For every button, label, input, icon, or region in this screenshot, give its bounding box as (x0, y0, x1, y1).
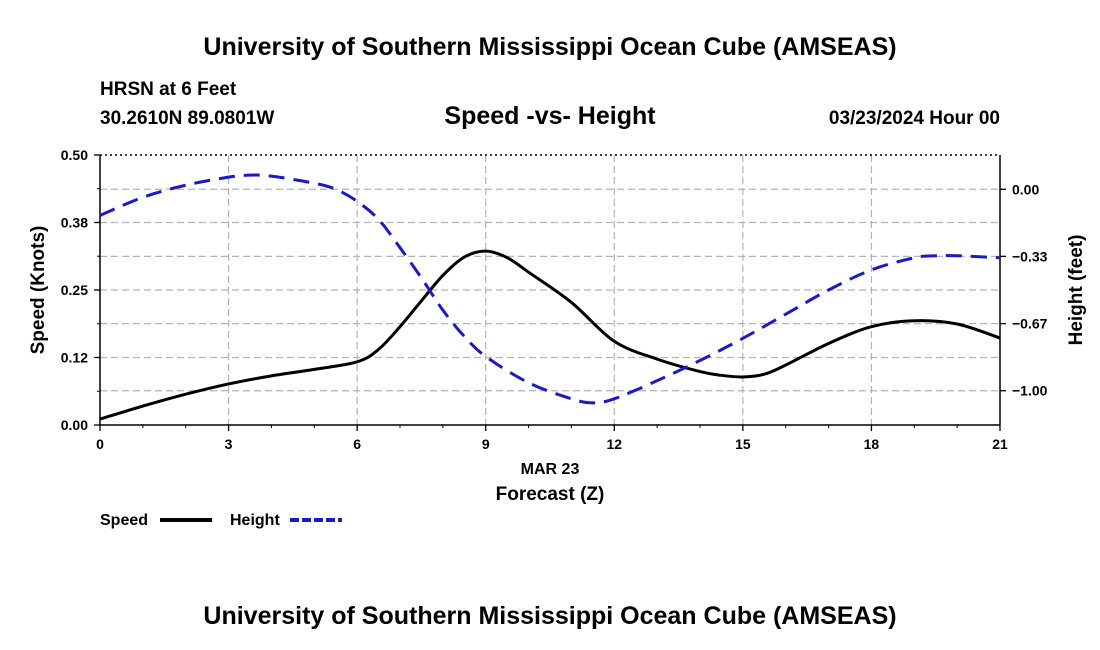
y-right-tick-label: −1.00 (1012, 383, 1048, 399)
y-left-tick-label: 0.38 (61, 215, 88, 231)
y-axis-label-right: Height (feet) (1066, 235, 1087, 346)
y-right-tick-label: 0.00 (1012, 181, 1039, 197)
x-axis-label: Forecast (Z) (496, 484, 605, 505)
x-tick-label: 6 (353, 436, 361, 452)
x-tick-label: 21 (992, 436, 1008, 452)
x-tick-label: 9 (482, 436, 490, 452)
axes: 0 3 6 9 12 15 18 21 0.00 0.12 0.25 0.38 0.50 0.00 −0.3… (61, 147, 1048, 452)
legend-label-height: Height (230, 512, 280, 529)
y-left-tick-label: 0.50 (61, 147, 88, 163)
series-line-speed (99, 249, 1001, 421)
grid-lines (100, 155, 1000, 425)
x-tick-label: 18 (864, 436, 880, 452)
forecast-datetime: 03/23/2024 Hour 00 (829, 108, 1000, 129)
legend: Speed Height (100, 512, 342, 529)
x-tick-label: 3 (225, 436, 233, 452)
footer-title: University of Southern Mississippi Ocean… (203, 602, 896, 630)
series-line-height (99, 173, 1001, 405)
y-axis-label-left: Speed (Knots) (28, 226, 49, 355)
y-right-tick-label: −0.67 (1012, 316, 1048, 332)
station-coords: 30.2610N 89.0801W (100, 108, 274, 129)
chart-title: Speed -vs- Height (444, 102, 656, 130)
x-date-label: MAR 23 (521, 461, 580, 478)
y-left-tick-label: 0.00 (61, 417, 88, 433)
header-title: University of Southern Mississippi Ocean… (203, 33, 896, 61)
y-left-tick-label: 0.25 (61, 282, 88, 298)
x-tick-label: 12 (606, 436, 622, 452)
x-tick-label: 0 (96, 436, 104, 452)
station-label: HRSN at 6 Feet (100, 79, 237, 100)
data-series (99, 173, 1001, 421)
x-tick-label: 15 (735, 436, 751, 452)
legend-label-speed: Speed (100, 512, 148, 529)
y-left-tick-label: 0.12 (61, 350, 88, 366)
y-right-tick-label: −0.33 (1012, 248, 1048, 264)
